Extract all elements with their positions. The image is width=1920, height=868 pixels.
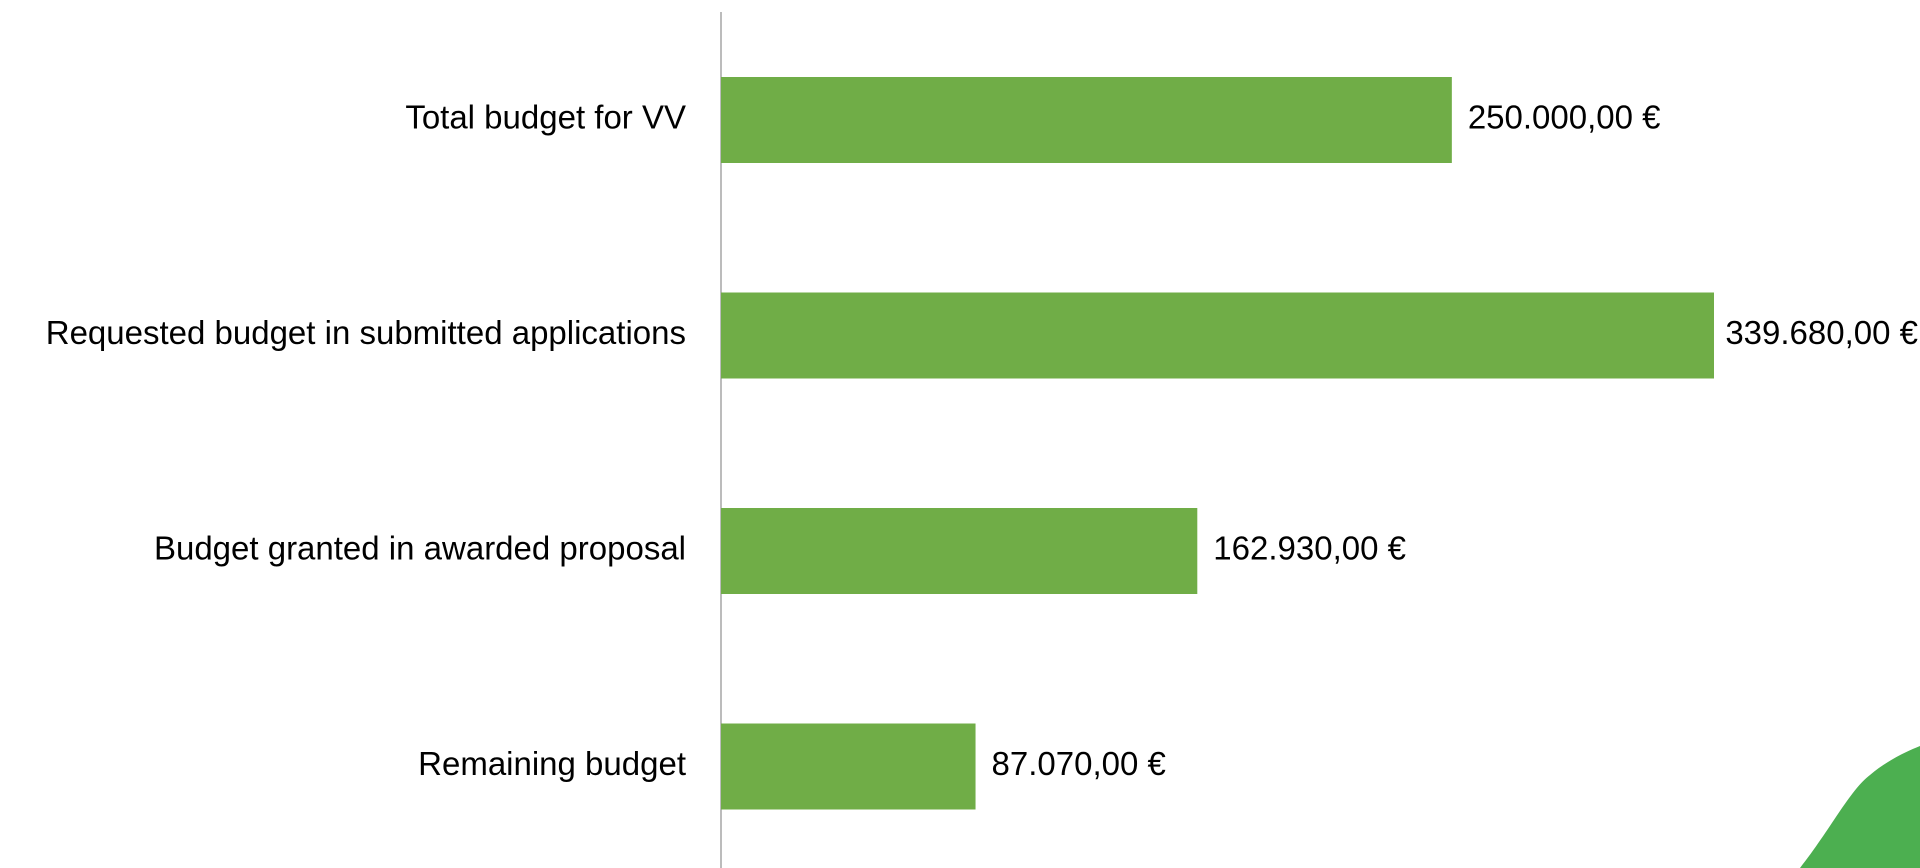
category-label: Budget granted in awarded proposal bbox=[154, 530, 686, 567]
value-label: 339.680,00 € bbox=[1725, 314, 1918, 351]
category-label: Requested budget in submitted applicatio… bbox=[46, 314, 686, 351]
chart: Total budget for VV 250.000,00 € Requested… bbox=[0, 0, 1920, 868]
value-label: 250.000,00 € bbox=[1468, 99, 1661, 136]
bar bbox=[721, 77, 1452, 163]
page: {"chart_data": { "type": "barh", "catego… bbox=[0, 0, 1920, 868]
bar bbox=[721, 508, 1197, 594]
category-label: Remaining budget bbox=[418, 745, 686, 782]
bar bbox=[721, 724, 976, 810]
decoration bbox=[1800, 746, 1920, 868]
category-label: Total budget for VV bbox=[405, 99, 686, 136]
value-label: 87.070,00 € bbox=[992, 745, 1166, 782]
value-label: 162.930,00 € bbox=[1213, 530, 1406, 567]
bar bbox=[721, 293, 1714, 379]
